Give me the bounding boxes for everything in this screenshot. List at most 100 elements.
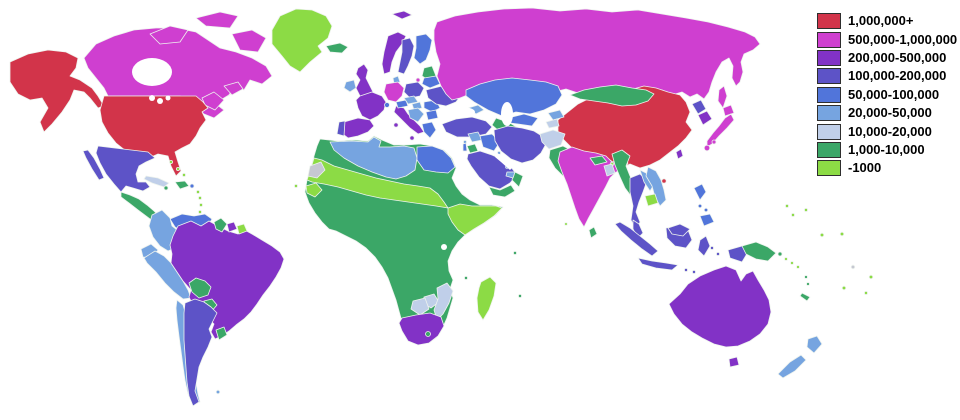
- persian-gulf: [495, 153, 514, 170]
- country-japan-honshu: [706, 113, 735, 148]
- country-kyrgyzstan: [547, 109, 565, 121]
- africa-group: [293, 135, 523, 346]
- country-jordan: [466, 143, 479, 154]
- country-maldives: [564, 222, 568, 226]
- legend-swatch-cat5: [817, 86, 841, 103]
- country-tasmania: [728, 356, 740, 368]
- country-indonesia-sundas-1: [684, 267, 689, 272]
- country-canada-arctic-3: [231, 29, 267, 53]
- country-new-caledonia: [799, 292, 811, 302]
- legend-label-cat1: 1,000,000+: [848, 13, 914, 29]
- country-italy: [393, 105, 425, 135]
- country-antilles-3: [198, 202, 203, 207]
- hudson-bay: [132, 58, 172, 86]
- legend-label-cat8: 1,000-10,000: [848, 141, 925, 157]
- country-belarus: [421, 75, 441, 89]
- country-hispaniola: [174, 180, 190, 190]
- legend-item-cat2: 500,000-1,000,000: [817, 30, 957, 48]
- country-russia-kaliningrad: [415, 77, 421, 83]
- country-puerto-rico: [189, 183, 195, 189]
- legend-item-cat5: 50,000-100,000: [817, 86, 957, 104]
- legend-item-cat4: 100,000-200,000: [817, 67, 957, 85]
- country-falklands: [215, 389, 221, 395]
- country-pacific-dot-2: [839, 231, 845, 237]
- legend-item-cat6: 20,000-50,000: [817, 104, 957, 122]
- country-antilles-2: [197, 195, 202, 200]
- legend-swatch-cat8: [817, 141, 841, 158]
- country-uruguay: [215, 326, 228, 341]
- country-japan-hokkaido: [722, 104, 735, 117]
- country-philippines-visayas-1: [697, 203, 703, 209]
- country-israel: [462, 142, 468, 152]
- country-afghanistan: [539, 129, 566, 150]
- country-greenland: [271, 8, 333, 73]
- oceania-group: [668, 203, 874, 379]
- country-japan-shikoku: [711, 139, 717, 145]
- country-bahamas-1: [168, 159, 173, 164]
- country-russia-sakhalin: [717, 85, 728, 109]
- north-america-group: [9, 8, 333, 229]
- country-france: [355, 91, 387, 121]
- country-guyana: [213, 217, 228, 233]
- country-png-new-britain: [777, 251, 783, 257]
- country-italy-sicily: [409, 135, 415, 141]
- legend-swatch-cat6: [817, 105, 841, 122]
- country-indonesia-moluccas-2: [716, 251, 721, 256]
- great-lake-1: [149, 95, 155, 101]
- legend-label-cat6: 20,000-50,000: [848, 105, 932, 121]
- country-philippines-luzon: [693, 183, 707, 201]
- country-nepal: [589, 155, 608, 166]
- legend-swatch-cat1: [817, 13, 841, 30]
- legend-label-cat3: 200,000-500,000: [848, 49, 947, 65]
- country-italy-sardinia: [393, 122, 399, 128]
- country-sri-lanka: [588, 226, 598, 239]
- legend-label-cat7: 10,000-20,000: [848, 123, 932, 139]
- country-indonesia-papua: [727, 245, 749, 263]
- country-switzerland: [384, 102, 390, 108]
- legend-swatch-cat9: [817, 160, 841, 177]
- legend-label-cat5: 50,000-100,000: [848, 86, 940, 102]
- country-vanuatu-1: [804, 275, 808, 279]
- europe-group: [325, 10, 463, 141]
- country-canada-arctic-1: [149, 25, 189, 45]
- country-philippines-mindanao: [699, 213, 715, 227]
- country-pacific-dot-4: [864, 290, 869, 295]
- great-lake-3: [165, 95, 171, 101]
- country-taiwan: [675, 148, 684, 160]
- country-greece: [421, 121, 437, 139]
- country-portugal: [336, 120, 346, 137]
- country-bahamas-3: [181, 172, 186, 177]
- country-philippines-visayas-2: [703, 207, 709, 213]
- country-indonesia-sumatra: [614, 221, 659, 257]
- country-indonesia-moluccas-1: [710, 245, 715, 250]
- country-lesotho: [425, 331, 431, 337]
- country-iran: [493, 125, 547, 164]
- country-west-africa-coast: [305, 182, 323, 198]
- country-mexico-baja: [82, 149, 105, 181]
- country-suriname: [226, 221, 238, 233]
- country-hainan: [661, 178, 667, 184]
- country-western-sahara: [307, 161, 326, 179]
- country-indonesia-sulawesi: [697, 235, 711, 257]
- country-seychelles: [513, 250, 518, 255]
- country-comoros: [463, 275, 468, 280]
- country-jamaica: [163, 185, 169, 191]
- country-papua-new-guinea: [741, 241, 777, 262]
- map-legend: 1,000,000+ 500,000-1,000,000 200,000-500,0…: [817, 12, 957, 178]
- legend-swatch-cat4: [817, 68, 841, 85]
- country-canada-newfoundland: [223, 81, 244, 96]
- country-solomons-2: [790, 261, 794, 265]
- country-bulgaria: [425, 109, 439, 121]
- country-argentina: [183, 298, 218, 407]
- asia-group: [415, 7, 761, 274]
- country-vietnam: [645, 166, 667, 207]
- country-new-zealand-south: [777, 354, 807, 379]
- country-south-africa: [398, 312, 445, 346]
- country-pacific-dot-5: [791, 212, 796, 217]
- country-ireland: [343, 79, 357, 93]
- country-vanuatu-2: [806, 282, 810, 286]
- country-mongolia: [569, 84, 655, 107]
- country-bolivia: [188, 277, 212, 299]
- country-norway: [381, 31, 407, 75]
